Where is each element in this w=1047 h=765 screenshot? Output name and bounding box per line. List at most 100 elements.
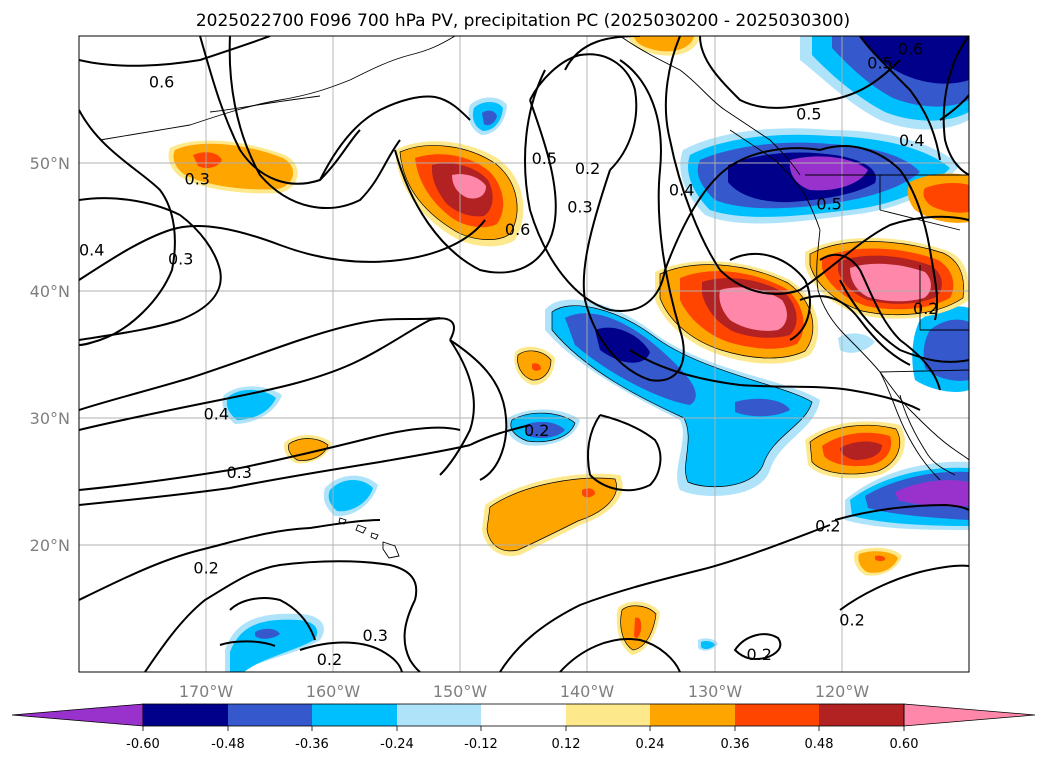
colorbar-frame [142,703,905,727]
fill-patch [923,319,969,381]
pv-contour [79,109,176,346]
contour-label: 0.4 [669,181,694,200]
pv-contour [219,640,276,647]
map-frame [78,35,970,673]
pv-contour [309,519,381,529]
y-tick-label: 30°N [30,409,70,428]
border-state-2 [879,209,961,231]
pv-contour [469,424,531,446]
fill-patch [255,628,280,639]
pv-contour [449,339,508,481]
pv-contour [79,36,271,67]
pv-contour [859,36,941,161]
fill-patch [226,389,276,420]
fill-patch [701,641,715,650]
fill-patch [923,183,969,213]
contour-label: 0.4 [899,131,924,150]
colorbar-segment [819,704,904,726]
coastlines [99,36,969,559]
contour-label: 0.5 [532,149,557,168]
colorbar-segment [228,704,312,726]
colorbar-segment [312,704,397,726]
fill-patch [634,617,642,638]
fill-patch [895,480,969,507]
contour-label: 0.3 [168,249,193,268]
contour-label: 0.6 [505,220,530,239]
pv-contour [582,59,685,382]
contour-label: 0.5 [796,104,821,123]
pv-contour [228,36,401,209]
colorbar-tick-label: -0.48 [211,737,245,752]
pv-contour [587,414,601,476]
mexico-coast [909,409,969,461]
fill-patch [858,551,898,573]
fill-patch [838,333,875,353]
contour-label: 0.3 [363,626,388,645]
contour-label: 0.2 [317,650,342,669]
pv-contour [319,95,471,181]
baja-peninsula [899,394,956,476]
pv-contour [79,219,486,281]
chart-title: 2025022700 F096 700 hPa PV, precipitatio… [196,11,850,31]
pv-contour [229,597,316,641]
x-axis: 170°W 160°W 150°W 140°W 130°W 120°W [179,682,870,701]
pv-contour [729,252,811,341]
hawaii-island-3 [370,532,379,540]
contour-label: 0.6 [149,73,174,92]
x-tick-label: 170°W [179,682,234,701]
positive-fill-patches [168,36,969,655]
hawaii-island-2 [355,524,367,534]
pv-contour [394,99,557,274]
pv-contour [699,36,901,109]
contour-label: 0.3 [185,169,210,188]
fill-patch [328,479,373,512]
colorbar-extend-min [11,703,144,727]
us-west-coast [816,229,911,411]
pv-contour [799,295,911,366]
fill-patch [875,555,886,562]
contour-label: 0.6 [898,40,923,59]
pv-contour [664,36,801,295]
contour-label: 0.2 [839,611,864,630]
colorbar-extend-max [903,703,1036,727]
pv-contour [629,349,921,411]
fill-patch [719,287,787,331]
thin-fill-outlines [288,145,964,651]
pv-contour [79,317,441,411]
pv-contour [839,564,969,611]
colorbar-tick-label: 0.36 [721,737,750,752]
x-tick-label: 160°W [306,682,361,701]
pv-contour [942,36,969,176]
fill-patch [860,36,969,84]
x-tick-label: 130°W [688,682,743,701]
colorbar-ticks [142,726,905,731]
contour-label: 0.2 [913,299,938,318]
fill-patch [840,441,882,460]
colorbar-segment [397,704,481,726]
border-us-mexico [879,369,969,373]
contour-label: 0.2 [815,517,840,536]
fill-patch [582,488,595,498]
y-tick-label: 40°N [30,282,70,301]
contour-label: 0.2 [524,421,549,440]
fill-patch [532,363,541,371]
hawaii-island-4 [382,541,400,559]
pv-contour [819,253,941,391]
fill-patch [482,110,497,126]
contour-label: 0.2 [575,159,600,178]
baja-coast [879,371,941,481]
y-axis: 20°N 30°N 40°N 50°N [30,154,70,555]
colorbar-segment [566,704,650,726]
colorbar: -0.60 -0.48 -0.36 -0.24 -0.12 0.12 0.24 … [11,703,1036,752]
bc-coast [729,129,821,231]
fill-patch [452,174,486,199]
contour-label: 0.3 [567,197,592,216]
pv-contour [79,426,461,491]
pv-contour [839,279,969,363]
colorbar-segment [481,704,566,726]
pv-contour [403,599,421,672]
contour-label: 0.5 [867,54,892,73]
contour-label: 0.5 [816,195,841,214]
pv-contour [199,36,361,185]
